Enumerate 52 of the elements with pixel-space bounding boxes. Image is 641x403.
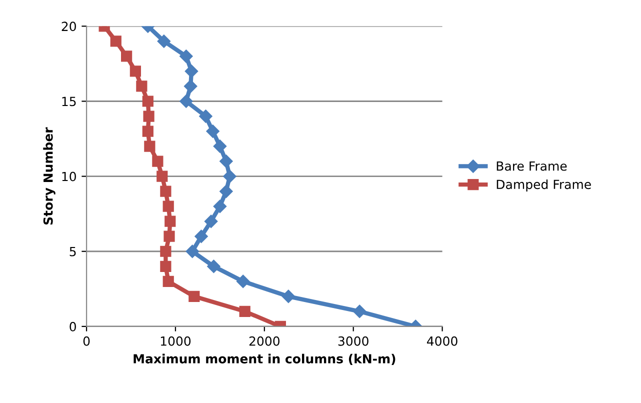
point (121, 50, 132, 62)
point (157, 34, 170, 48)
point (160, 260, 172, 272)
point (186, 244, 199, 258)
point (188, 290, 200, 302)
point (180, 50, 193, 63)
point (136, 80, 148, 92)
point (160, 186, 172, 197)
y-tick-label: 0 (70, 322, 76, 332)
point (207, 260, 220, 273)
point (142, 96, 154, 107)
x-axis-title: Maximum moment in columns (kN-m) (134, 354, 396, 365)
point (130, 66, 142, 77)
point (164, 216, 176, 227)
point (162, 276, 174, 287)
legend-label: Bare Frame (496, 161, 567, 171)
point (282, 290, 296, 303)
point (162, 200, 174, 212)
point (204, 214, 218, 228)
point (143, 110, 154, 122)
point (236, 274, 250, 288)
legend-label: Damped Frame (496, 179, 591, 192)
point (213, 140, 227, 153)
point (180, 94, 193, 108)
point (220, 184, 233, 198)
y-tick-label: 20 (62, 22, 76, 32)
x-tick-label: 4000 (426, 336, 458, 346)
y-tick-label: 10 (62, 172, 76, 182)
point (144, 140, 156, 152)
x-tick-label: 0 (83, 336, 90, 346)
x-tick-label: 1000 (160, 336, 191, 346)
point (160, 246, 172, 257)
point (156, 170, 168, 182)
y-tick-label: 5 (70, 247, 76, 256)
point (199, 110, 212, 123)
point (213, 200, 227, 213)
x-tick-label: 3000 (338, 336, 368, 346)
point (184, 64, 198, 78)
y-axis-title: Story Number (43, 127, 56, 225)
x-tick-label: 2000 (249, 336, 280, 346)
point (220, 154, 233, 168)
point (352, 304, 366, 318)
point (152, 156, 164, 167)
point (184, 80, 198, 93)
point (194, 230, 208, 243)
point (142, 126, 154, 137)
point (239, 306, 250, 317)
point (164, 230, 175, 242)
point (110, 36, 122, 47)
y-tick-label: 15 (62, 96, 76, 106)
point (223, 170, 236, 183)
point (206, 124, 220, 138)
